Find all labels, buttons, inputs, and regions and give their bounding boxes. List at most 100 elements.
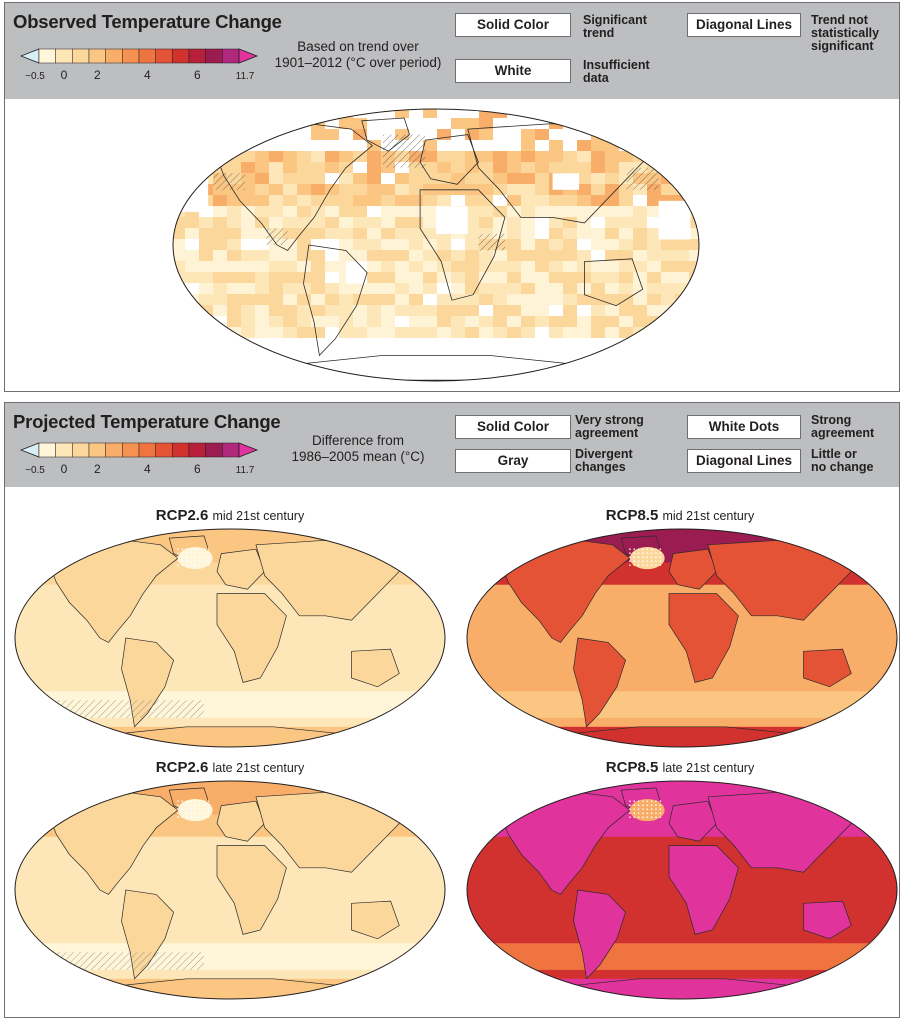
projected-little-change-hatch <box>47 952 204 970</box>
projected-map-antarctic-band <box>15 726 445 747</box>
projected-colorbar-swatch <box>138 442 156 458</box>
map-title-rcp85-mid-period: mid 21st century <box>662 509 755 523</box>
projected-land-australia <box>803 648 852 688</box>
observed-colorbar: −0.5 0 2 4 6 11.7 <box>19 48 259 82</box>
map-title-rcp85-late-period: late 21st century <box>662 761 755 775</box>
projected-map-outline <box>14 528 446 748</box>
projected-basis-text: Difference from 1986–2005 mean (°C) <box>263 433 453 465</box>
projected-map-outline <box>466 528 898 748</box>
observed-colorbar-swatch <box>138 48 156 64</box>
projected-land-europe <box>668 548 718 590</box>
observed-colorbar-tick-label: 4 <box>144 68 151 82</box>
legend-diagonal-lines-desc-line-3: significant <box>811 39 874 53</box>
observed-colorbar-swatch <box>55 48 73 64</box>
observed-land-australia <box>583 258 644 307</box>
projected-land-africa <box>216 845 287 935</box>
map-title-rcp85-mid-scenario: RCP8.5 <box>605 507 659 524</box>
legend-white-desc-line-2: data <box>583 71 609 85</box>
legend-little-change-desc-line-1: Little or <box>811 447 857 461</box>
observed-map-graphic <box>172 108 700 382</box>
legend-proj-solid-color-box: Solid Color <box>455 415 571 439</box>
projected-colorbar-low-arrow <box>19 442 40 458</box>
projected-land-southAmerica <box>573 889 626 980</box>
legend-proj-solid-color-desc: Very strong agreement <box>575 414 644 440</box>
observed-colorbar-low-arrow <box>19 48 40 64</box>
projected-map-south-band <box>467 943 897 970</box>
legend-white-dots-desc-line-1: Strong <box>811 413 852 427</box>
projected-land-australia <box>351 648 400 688</box>
projected-colorbar: −0.5 0 2 4 6 11.7 <box>19 442 259 476</box>
map-rcp26-mid <box>13 527 447 749</box>
projected-land-northAmerica <box>499 791 631 895</box>
observed-colorbar-swatch <box>155 48 173 64</box>
legend-diagonal-lines-box: Diagonal Lines <box>687 13 801 37</box>
legend-white-dots-desc-line-2: agreement <box>811 426 875 440</box>
projected-colorbar-swatch <box>155 442 173 458</box>
observed-colorbar-swatch <box>122 48 140 64</box>
map-rcp85-late <box>465 779 899 1001</box>
projected-colorbar-tick-label: −0.5 <box>25 465 45 476</box>
legend-solid-color-desc-line-1: Significant <box>583 13 647 27</box>
observed-land-southAmerica <box>303 244 368 357</box>
legend-diagonal-lines-desc-line-2: statistically <box>811 26 880 40</box>
observed-colorbar-swatch <box>205 48 223 64</box>
legend-solid-color-desc-line-2: trend <box>583 26 615 40</box>
projected-basis-line-1: Difference from <box>311 433 405 448</box>
projected-colorbar-swatch <box>222 442 240 458</box>
observed-map-outline <box>172 108 700 382</box>
observed-header: Observed Temperature Change −0.5 0 2 4 6 11.7… <box>5 3 899 99</box>
projected-land-africa <box>668 593 739 683</box>
legend-gray-box: Gray <box>455 449 571 473</box>
projected-land-africa <box>216 593 287 683</box>
observed-land-africa <box>419 189 506 301</box>
map-title-rcp26-mid: RCP2.6 mid 21st century <box>15 507 445 524</box>
projected-colorbar-tick-label: 2 <box>94 462 101 476</box>
projected-land-africa <box>668 845 739 935</box>
legend-white-dots-box: White Dots <box>687 415 801 439</box>
observed-basis-line-1: Based on trend over <box>297 39 419 54</box>
observed-colorbar-swatch <box>172 48 190 64</box>
projected-land-northAmerica <box>499 539 631 643</box>
map-title-rcp85-late-scenario: RCP8.5 <box>605 759 659 776</box>
legend-diagonal-lines-desc: Trend not statistically significant <box>811 14 879 53</box>
legend-white-desc-line-1: Insufficient <box>583 58 650 72</box>
observed-colorbar-high-arrow <box>238 48 259 64</box>
projected-panel: Projected Temperature Change −0.5 0 2 4 6 11.… <box>4 402 900 1018</box>
projected-colorbar-tick-label: 11.7 <box>236 465 255 476</box>
projected-land-southAmerica <box>573 637 626 728</box>
projected-land-australia <box>803 900 852 940</box>
map-title-rcp26-mid-period: mid 21st century <box>212 509 305 523</box>
observed-land-europe <box>419 134 479 185</box>
projected-little-change-hatch <box>47 700 204 718</box>
projected-map-south-band <box>467 691 897 718</box>
projected-colorbar-tick-label: 6 <box>194 462 201 476</box>
map-rcp26-late-graphic <box>14 780 446 1000</box>
projected-map-outline <box>466 780 898 1000</box>
map-title-rcp85-late: RCP8.5 late 21st century <box>465 759 895 776</box>
projected-basis-line-2: 1986–2005 mean (°C) <box>291 449 425 464</box>
legend-solid-color-box: Solid Color <box>455 13 571 37</box>
map-title-rcp26-late-scenario: RCP2.6 <box>155 759 209 776</box>
observed-land-greenland <box>361 117 410 152</box>
legend-gray-desc-line-2: changes <box>575 460 626 474</box>
observed-colorbar-swatch <box>88 48 106 64</box>
legend-solid-color-desc: Significant trend <box>583 14 647 40</box>
observed-colorbar-tick-label: 6 <box>194 68 201 82</box>
projected-land-northAmerica <box>47 539 179 643</box>
observed-colorbar-tick-label: 2 <box>94 68 101 82</box>
legend-proj-solid-color-desc-line-2: agreement <box>575 426 639 440</box>
observed-basis-line-2: 1901–2012 (°C over period) <box>274 55 442 70</box>
legend-white-dots-desc: Strong agreement <box>811 414 874 440</box>
projected-colorbar-swatch <box>38 442 56 458</box>
projected-colorbar-swatch <box>205 442 223 458</box>
observed-colorbar-tick-label: 0 <box>61 68 68 82</box>
projected-colorbar-swatch <box>88 442 106 458</box>
map-title-rcp26-late: RCP2.6 late 21st century <box>15 759 445 776</box>
projected-header: Projected Temperature Change −0.5 0 2 4 6 11.… <box>5 403 899 487</box>
projected-colorbar-swatch <box>72 442 90 458</box>
legend-little-change-desc-line-2: no change <box>811 460 874 474</box>
observed-basis-text: Based on trend over 1901–2012 (°C over p… <box>263 39 453 71</box>
map-title-rcp26-late-period: late 21st century <box>212 761 305 775</box>
projected-map-antarctic-band <box>467 978 897 999</box>
map-title-rcp26-mid-scenario: RCP2.6 <box>155 507 209 524</box>
